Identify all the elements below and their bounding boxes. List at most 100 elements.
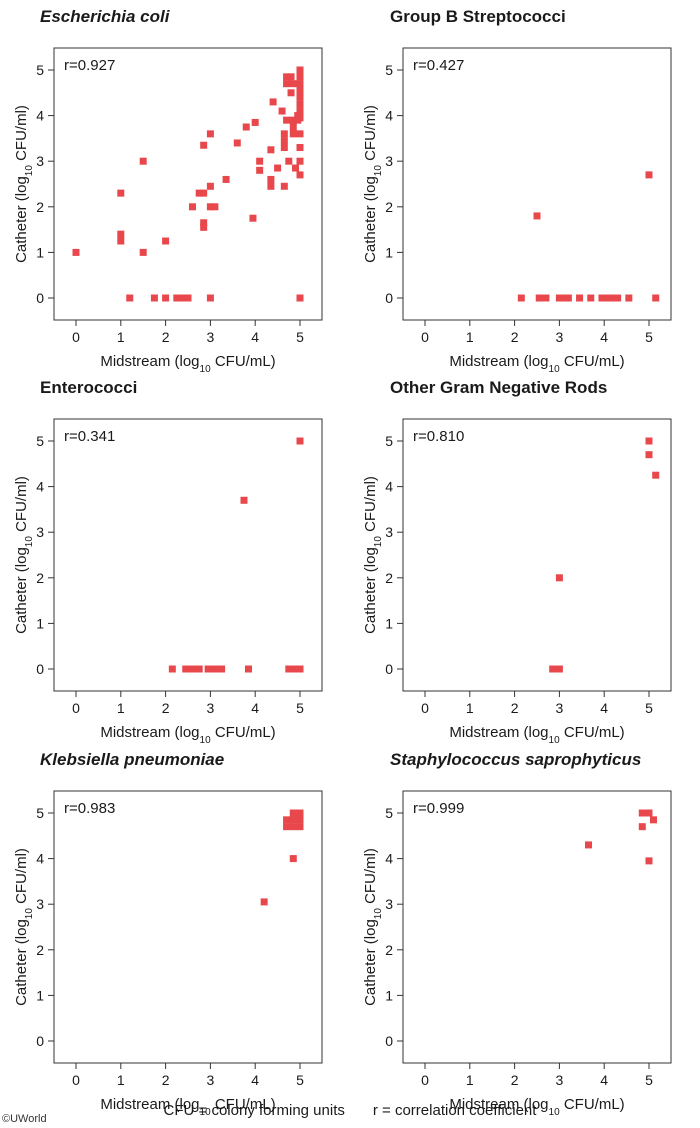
data-point: [126, 294, 134, 302]
y-tick-label: 3: [385, 896, 393, 912]
x-axis-label: Midstream (log10 CFU/mL): [100, 1096, 275, 1118]
data-point: [638, 809, 646, 817]
data-point: [200, 141, 208, 149]
data-point: [267, 175, 275, 183]
data-point: [598, 294, 606, 302]
y-tick-label: 0: [36, 290, 44, 306]
data-point: [292, 665, 300, 673]
data-point: [117, 237, 125, 245]
x-tick-label: 0: [72, 1072, 80, 1088]
y-tick-label: 4: [36, 108, 44, 124]
x-tick-label: 1: [117, 329, 125, 345]
data-point: [195, 665, 203, 673]
y-tick-label: 0: [385, 290, 393, 306]
plot-frame: [402, 790, 672, 1064]
panel-title: Other Gram Negative Rods: [390, 378, 607, 397]
correlation-label: r=0.983: [64, 800, 115, 817]
x-tick-label: 0: [421, 700, 429, 716]
data-point: [292, 164, 300, 172]
data-point: [542, 294, 550, 302]
data-point: [296, 114, 304, 122]
x-axis-label: Midstream (log10 CFU/mL): [449, 353, 624, 375]
data-point: [162, 294, 170, 302]
y-axis-label: Catheter (log10 CFU/ml): [13, 848, 35, 1006]
y-tick-label: 2: [385, 199, 393, 215]
data-point: [206, 130, 214, 138]
x-tick-label: 5: [645, 329, 653, 345]
data-point: [645, 437, 653, 445]
data-point: [296, 100, 304, 108]
x-tick-label: 4: [600, 1072, 608, 1088]
data-point: [287, 73, 295, 81]
data-point: [200, 223, 208, 231]
y-tick-label: 1: [385, 244, 393, 260]
data-point: [289, 809, 297, 817]
y-tick-label: 1: [36, 244, 44, 260]
data-point: [188, 665, 196, 673]
data-point: [296, 171, 304, 179]
x-tick-label: 1: [466, 700, 474, 716]
data-point: [162, 237, 170, 245]
y-tick-label: 3: [36, 524, 44, 540]
y-tick-label: 0: [385, 1033, 393, 1049]
data-point: [564, 294, 572, 302]
correlation-label: r=0.427: [413, 57, 464, 74]
x-tick-label: 3: [556, 329, 564, 345]
data-point: [289, 116, 297, 124]
data-point: [587, 294, 595, 302]
x-tick-label: 0: [72, 700, 80, 716]
data-point: [211, 203, 219, 211]
footer-cfu-note: CFU = colony forming units: [163, 1102, 345, 1119]
y-tick-label: 1: [385, 615, 393, 631]
y-tick-label: 4: [385, 851, 393, 867]
data-point: [195, 189, 203, 197]
data-point: [289, 816, 297, 824]
data-point: [296, 73, 304, 81]
y-axis-label: Catheter (log10 CFU/ml): [13, 105, 35, 263]
x-tick-label: 2: [162, 700, 170, 716]
y-tick-label: 0: [36, 1033, 44, 1049]
x-tick-label: 3: [207, 700, 215, 716]
data-point: [206, 294, 214, 302]
data-point: [242, 123, 250, 131]
data-point: [244, 665, 252, 673]
data-point: [260, 898, 268, 906]
data-point: [555, 665, 563, 673]
x-tick-label: 1: [117, 1072, 125, 1088]
data-point: [267, 182, 275, 190]
data-point: [283, 73, 291, 81]
scatter-panel-6: Staphylococcus saprophyticus 0 1 2 3 4 5 0 1 2 3 4 5…: [362, 750, 672, 1118]
y-tick-label: 5: [36, 62, 44, 78]
x-axis-label: Midstream (log10 CFU/mL): [449, 1096, 624, 1118]
y-axis-label: Catheter (log10 CFU/ml): [362, 848, 384, 1006]
y-tick-label: 2: [385, 942, 393, 958]
data-point: [285, 157, 293, 165]
data-point: [256, 157, 264, 165]
data-point: [173, 294, 181, 302]
scatter-panel-1: Escherichia coli 0 1 2 3 4 5 0 1 2 3 4 5 Midstream (l…: [13, 7, 323, 375]
data-point: [200, 189, 208, 197]
data-point: [296, 93, 304, 101]
scatter-panel-2: Group B Streptococci 0 1 2 3 4 5 0 1 2 3 4 5 Midstrea…: [362, 7, 672, 375]
panel-title: Enterococci: [40, 378, 137, 397]
data-point: [645, 857, 653, 865]
data-point: [280, 130, 288, 138]
plot-frame: [402, 47, 672, 321]
x-tick-label: 2: [162, 1072, 170, 1088]
x-tick-label: 5: [296, 329, 304, 345]
data-point: [267, 146, 275, 154]
data-point: [283, 816, 291, 824]
data-point: [256, 166, 264, 174]
data-point: [289, 123, 297, 131]
data-point: [204, 665, 212, 673]
data-point: [535, 294, 543, 302]
data-point: [649, 816, 657, 824]
correlation-label: r=0.341: [64, 428, 115, 445]
correlation-label: r=0.810: [413, 428, 464, 445]
y-tick-label: 5: [385, 433, 393, 449]
data-point: [280, 144, 288, 152]
panel-title: Staphylococcus saprophyticus: [390, 750, 641, 769]
data-point: [188, 203, 196, 211]
x-tick-label: 4: [251, 329, 259, 345]
